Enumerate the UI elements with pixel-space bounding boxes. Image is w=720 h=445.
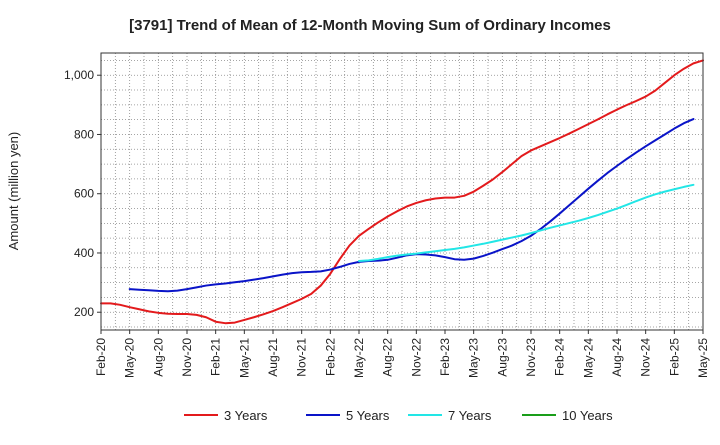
x-tick-label: Feb-24 [553, 338, 567, 376]
plot-frame [100, 52, 704, 331]
x-tick-label: Aug-22 [381, 338, 395, 377]
series-line-7-years [358, 183, 695, 262]
x-tick-label: Nov-21 [295, 338, 309, 377]
x-tick-label: Aug-21 [266, 338, 280, 377]
series-layer [100, 59, 704, 325]
x-tick-label: Nov-20 [180, 338, 194, 377]
x-tick-label: Aug-23 [495, 338, 509, 377]
x-tick-label: May-24 [581, 338, 595, 378]
x-tick-label: Feb-25 [667, 338, 681, 376]
legend-label-3-years: 3 Years [224, 408, 268, 423]
x-tick-label: Nov-23 [524, 338, 538, 377]
y-tick-label: 200 [74, 305, 94, 319]
legend-label-10-years: 10 Years [562, 408, 613, 423]
x-tick-label: Feb-21 [209, 338, 223, 376]
x-tick-label: Nov-24 [639, 338, 653, 377]
x-axis: Feb-20 May-20 Aug-20 Nov-20 Feb-21 May-21 Aug-… [94, 330, 710, 378]
y-axis-label: Amount (million yen) [6, 132, 21, 251]
grid-layer [100, 53, 704, 330]
x-tick-label: May-21 [237, 338, 251, 378]
x-tick-label: May-25 [696, 338, 710, 378]
x-tick-label: May-22 [352, 338, 366, 378]
x-tick-label: May-20 [123, 338, 137, 378]
y-tick-label: 1,000 [64, 68, 94, 82]
x-tick-label: Aug-24 [610, 338, 624, 377]
x-tick-label: Feb-20 [94, 338, 108, 376]
x-tick-label: Aug-20 [151, 338, 165, 377]
x-tick-label: May-23 [467, 338, 481, 378]
y-tick-label: 400 [74, 246, 94, 260]
legend-label-7-years: 7 Years [448, 408, 492, 423]
series-line-3-years [100, 59, 704, 325]
x-tick-label: Feb-22 [323, 338, 337, 376]
y-tick-label: 800 [74, 127, 94, 141]
legend: 3 Years 5 Years 7 Years 10 Years [184, 408, 613, 423]
legend-label-5-years: 5 Years [346, 408, 390, 423]
chart-title: [3791] Trend of Mean of 12-Month Moving … [129, 17, 611, 34]
y-axis: 200 400 600 800 1,000 [64, 68, 101, 319]
x-tick-label: Nov-22 [409, 338, 423, 377]
x-tick-label: Feb-23 [438, 338, 452, 376]
y-tick-label: 600 [74, 187, 94, 201]
